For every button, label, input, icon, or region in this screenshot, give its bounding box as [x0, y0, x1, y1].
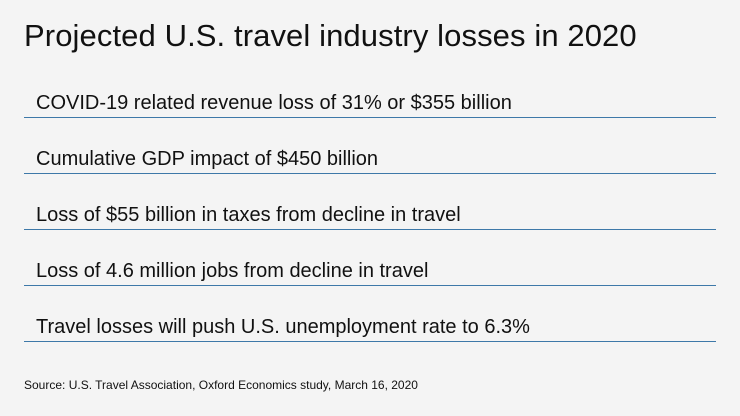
divider [24, 173, 716, 174]
list-item-text: Loss of 4.6 million jobs from decline in… [36, 260, 429, 282]
divider [24, 285, 716, 286]
list-item-text: Loss of $55 billion in taxes from declin… [36, 204, 461, 226]
loss-list: COVID-19 related revenue loss of 31% or … [24, 84, 716, 364]
list-item: COVID-19 related revenue loss of 31% or … [24, 84, 716, 140]
divider [24, 229, 716, 230]
source-note: Source: U.S. Travel Association, Oxford … [24, 378, 418, 392]
page-title: Projected U.S. travel industry losses in… [24, 18, 637, 53]
divider [24, 341, 716, 342]
list-item: Cumulative GDP impact of $450 billion [24, 140, 716, 196]
divider [24, 117, 716, 118]
list-item: Loss of 4.6 million jobs from decline in… [24, 252, 716, 308]
list-item: Travel losses will push U.S. unemploymen… [24, 308, 716, 364]
list-item: Loss of $55 billion in taxes from declin… [24, 196, 716, 252]
list-item-text: Cumulative GDP impact of $450 billion [36, 148, 379, 170]
list-item-text: COVID-19 related revenue loss of 31% or … [36, 92, 512, 114]
list-item-text: Travel losses will push U.S. unemploymen… [36, 316, 530, 338]
